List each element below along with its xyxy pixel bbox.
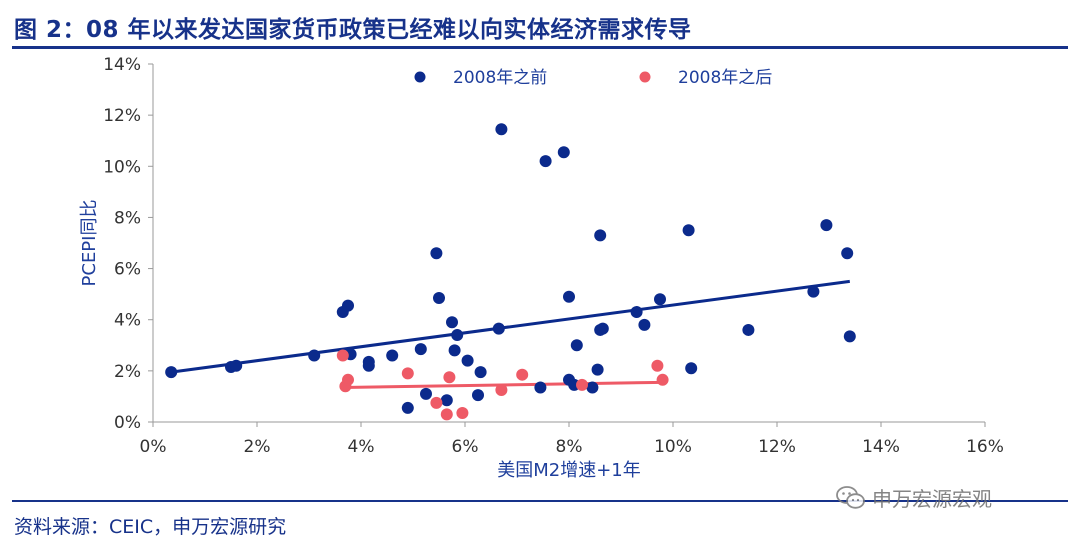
y-tick-label: 6% [114, 260, 141, 280]
point-before [401, 401, 414, 414]
legend-marker-after [639, 71, 651, 83]
point-before [495, 123, 508, 136]
point-before [461, 354, 474, 367]
data-points [165, 123, 856, 421]
wechat-icon [836, 485, 865, 509]
scatter-chart: 0% 2% 4% 6% 8% 10% 12% 14% 16% 0% 2% 4% 6% 8% 10% 12% 14… [79, 55, 1004, 481]
x-tick-label: 4% [348, 437, 375, 457]
x-tick-label: 14% [862, 437, 900, 457]
point-before [682, 224, 695, 237]
point-after [443, 371, 456, 384]
point-before [362, 359, 375, 372]
point-before [433, 291, 445, 304]
point-after [656, 373, 669, 386]
legend-label-before: 2008年之前 [453, 68, 547, 88]
point-after [430, 396, 443, 409]
point-before [414, 343, 427, 356]
point-after [440, 408, 453, 421]
point-before [596, 322, 609, 335]
axes: 0% 2% 4% 6% 8% 10% 12% 14% 16% 0% 2% 4% 6% 8% 10% 12% 14… [103, 55, 1004, 457]
x-tick-label: 2% [244, 437, 271, 457]
point-before [685, 362, 698, 375]
x-tick-label: 10% [654, 437, 692, 457]
source-note: 资料来源：CEIC，申万宏源研究 [14, 516, 287, 538]
legend-label-after: 2008年之后 [678, 68, 772, 88]
legend-marker-before [414, 71, 426, 83]
point-before [807, 285, 820, 298]
point-after [495, 384, 508, 397]
y-tick-label: 0% [114, 413, 141, 433]
trendline-before [171, 279, 850, 374]
point-before [557, 146, 570, 159]
point-after [456, 407, 469, 420]
point-before [230, 359, 243, 372]
point-before [430, 247, 443, 260]
point-after [576, 378, 588, 391]
point-before [820, 219, 833, 232]
y-tick-label: 12% [103, 106, 141, 126]
x-tick-label: 8% [556, 437, 583, 457]
legend: 2008年之前 2008年之后 [414, 68, 772, 88]
point-before [570, 339, 583, 352]
point-before [630, 306, 643, 319]
point-before [742, 323, 755, 336]
point-before [843, 330, 856, 343]
point-before [386, 349, 399, 362]
point-before [440, 394, 453, 407]
point-before [841, 247, 854, 260]
point-before [165, 366, 178, 379]
point-before [539, 155, 552, 168]
x-tick-label: 0% [140, 437, 167, 457]
watermark-text: 申万宏源宏观 [872, 487, 992, 511]
footer-rule [12, 500, 1068, 502]
point-after [401, 367, 414, 380]
point-before [492, 322, 505, 335]
y-axis-label: PCEPI同比 [79, 200, 100, 287]
x-tick-label: 12% [758, 437, 796, 457]
point-after [336, 349, 349, 362]
point-after [651, 359, 664, 372]
y-tick-label: 14% [103, 55, 141, 75]
point-before [563, 290, 575, 303]
figure-title: 图 2：08 年以来发达国家货币政策已经难以向实体经济需求传导 [14, 17, 692, 43]
point-before [420, 387, 432, 400]
point-before [586, 381, 599, 394]
point-after [342, 373, 354, 386]
point-before [448, 344, 461, 357]
y-tick-label: 2% [114, 362, 141, 382]
x-axis-label: 美国M2增速+1年 [497, 460, 641, 481]
y-tick-label: 8% [114, 208, 141, 228]
x-tick-label: 16% [966, 437, 1004, 457]
point-before [654, 293, 666, 306]
watermark: 申万宏源宏观 [836, 483, 992, 512]
point-before [446, 316, 458, 329]
point-before [594, 229, 607, 242]
point-before [472, 389, 484, 402]
x-tick-label: 6% [452, 437, 479, 457]
point-before [534, 381, 547, 394]
point-before [591, 363, 604, 376]
point-before [638, 318, 651, 331]
point-before [342, 299, 354, 312]
y-tick-label: 10% [103, 157, 141, 177]
point-before [308, 349, 321, 362]
point-after [516, 368, 529, 381]
y-tick-label: 4% [114, 311, 141, 331]
point-before [451, 329, 464, 342]
title-rule [12, 46, 1068, 49]
point-before [474, 366, 487, 379]
